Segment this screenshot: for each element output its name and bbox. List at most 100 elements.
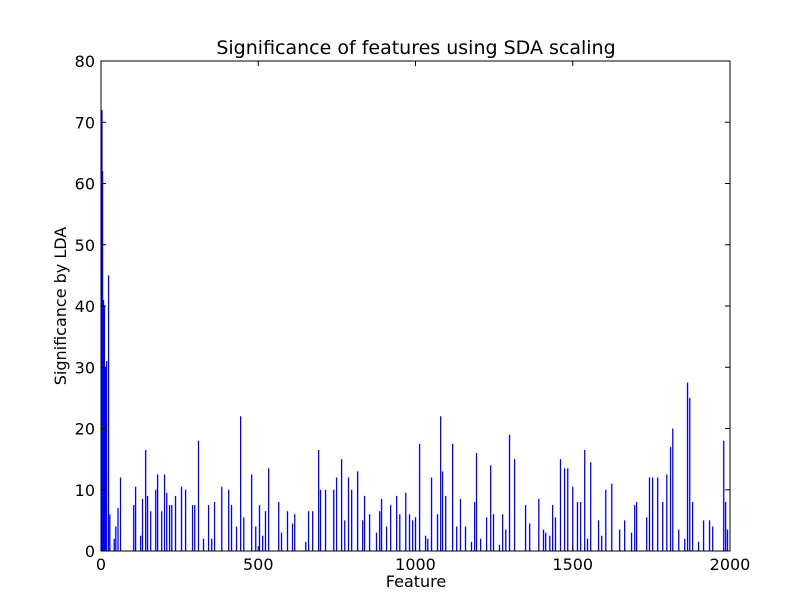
bar [213,502,216,551]
bar [579,502,582,551]
bar [385,526,388,551]
bar [240,416,242,551]
bar [255,526,257,551]
bar [597,520,600,551]
bar [184,489,187,551]
bar [702,520,705,551]
bar [168,505,171,551]
bar [251,474,253,551]
y-axis-label: Significance by LDA [51,227,70,386]
bar [109,514,111,551]
bar [590,462,592,551]
bar [414,517,417,551]
bar [115,526,117,551]
bar [278,502,280,551]
bar [652,477,654,551]
bar [689,397,691,551]
bar [584,449,586,551]
bar [430,477,433,551]
y-tick-label: 20 [75,420,95,439]
bar [102,299,105,551]
bar [396,495,398,551]
bar [351,489,353,551]
bar [712,526,714,551]
bar [501,514,504,551]
x-tick-label: 1500 [552,555,593,574]
bar [559,459,562,551]
bar [375,532,378,551]
plot-area [101,110,729,551]
bar [529,523,531,551]
bar [708,520,711,551]
bar [347,477,350,551]
bar [380,498,383,551]
bar [106,361,108,551]
bar [202,538,205,551]
chart-title: Significance of features using SDA scali… [216,37,615,59]
bar [490,465,492,551]
bar [554,517,557,551]
bar [324,489,327,551]
y-tick-label: 10 [75,481,95,500]
bar [436,514,439,551]
bar [678,529,680,551]
bar [451,443,454,551]
bar [307,511,310,551]
y-tick-label: 30 [75,358,95,377]
x-tick-label: 2000 [710,555,751,574]
bar [634,505,636,551]
x-axis-label: Feature [386,572,446,591]
bar [319,489,322,551]
y-tick-label: 50 [75,236,95,255]
bar [567,468,569,551]
bar [362,520,364,551]
y-tick-label: 40 [75,297,95,316]
bar [150,511,152,551]
bar [141,498,144,551]
bar [508,434,511,551]
bar [294,514,296,551]
bar [344,520,346,551]
bar [235,526,238,551]
bar [258,505,261,551]
bar [312,511,314,551]
bar [145,449,147,551]
bar [666,474,668,551]
bar [166,492,168,551]
bar [475,453,478,551]
bar [221,486,223,551]
bar [412,520,414,551]
bar [156,474,159,551]
bar [262,535,264,551]
bar [357,471,359,551]
bar [545,532,547,551]
bar [335,477,338,551]
bar [459,498,462,551]
bar [648,477,651,551]
bar [470,541,473,551]
bar [197,440,200,551]
bar [456,526,458,551]
bar [691,502,694,551]
bar [305,541,307,551]
bar [113,538,115,551]
bar [161,511,163,551]
bar [723,440,725,551]
bar [107,275,110,551]
bar [101,171,104,551]
bar [611,483,613,551]
bar [441,471,444,551]
bar [445,495,447,551]
bar [368,514,371,551]
bar [230,505,233,551]
bar [427,538,429,551]
y-tick-label: 70 [75,113,95,132]
bar [672,428,674,551]
bar [399,514,401,551]
bar [211,538,213,551]
bar [267,468,270,551]
bar [318,449,320,551]
bar [174,495,177,551]
bar [228,489,230,551]
